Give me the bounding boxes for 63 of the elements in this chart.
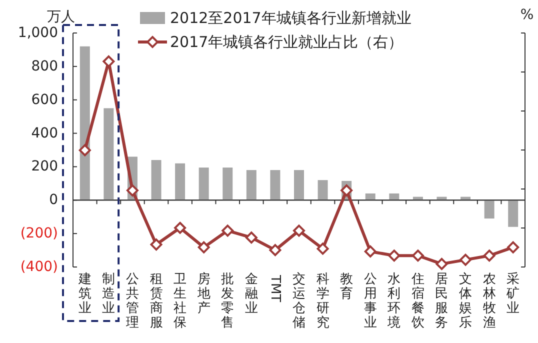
bar bbox=[389, 193, 400, 200]
bar bbox=[151, 160, 162, 200]
point bbox=[126, 184, 138, 196]
y-tick-label: 800 bbox=[31, 58, 58, 74]
bar bbox=[175, 163, 186, 200]
y-tick-label: 200 bbox=[31, 158, 58, 175]
point bbox=[174, 222, 186, 234]
legend-label: 2012至2017年城镇各行业新增就业 bbox=[170, 9, 412, 27]
x-tick-label: 公用事业 bbox=[364, 272, 377, 330]
x-tick-label: 采矿业 bbox=[506, 272, 520, 316]
x-tick-label: 交运仓储 bbox=[292, 271, 306, 330]
bar bbox=[508, 200, 518, 227]
x-tick-label: TMT bbox=[268, 274, 283, 302]
point bbox=[269, 244, 282, 256]
bar bbox=[246, 170, 256, 200]
x-tick-label: 教育 bbox=[340, 272, 354, 302]
x-tick-label: 金融业 bbox=[244, 272, 258, 316]
x-tick-label: 居民服务 bbox=[435, 272, 448, 330]
x-tick-label: 科学研究 bbox=[316, 272, 330, 330]
point bbox=[340, 184, 353, 196]
point bbox=[412, 250, 424, 262]
x-tick-label: 租赁商服 bbox=[150, 272, 163, 330]
bar bbox=[80, 46, 90, 200]
x-tick-label: 房地产 bbox=[196, 271, 210, 316]
point bbox=[222, 224, 234, 237]
y-tick-label: 0 bbox=[49, 192, 58, 208]
point bbox=[78, 144, 91, 156]
y-tick-label: 600 bbox=[31, 92, 58, 108]
x-tick-label: 公共管理 bbox=[126, 272, 139, 330]
legend-label: 2017年城镇各行业就业占比（右） bbox=[170, 33, 404, 51]
point bbox=[460, 254, 472, 266]
point bbox=[364, 245, 376, 258]
point bbox=[198, 241, 210, 254]
y-axis-title: 万人 bbox=[47, 9, 75, 25]
bar bbox=[222, 168, 233, 200]
x-tick-label: 农林牧渔 bbox=[482, 272, 496, 330]
point bbox=[436, 258, 448, 270]
x-tick-label: 水利环境 bbox=[386, 272, 401, 330]
x-tick-label: 批发零售 bbox=[221, 272, 234, 330]
point bbox=[293, 224, 305, 237]
point bbox=[150, 238, 162, 251]
bar bbox=[104, 108, 114, 200]
bar bbox=[270, 170, 280, 200]
x-tick-label: 建筑业 bbox=[77, 272, 92, 316]
bar bbox=[198, 168, 209, 200]
point bbox=[483, 250, 496, 262]
point bbox=[388, 250, 400, 262]
x-tick-label: 住宿餐饮 bbox=[410, 272, 424, 330]
y-tick-label: 1,000 bbox=[18, 25, 58, 41]
bar bbox=[484, 200, 494, 219]
x-tick-label: 文体娱乐 bbox=[459, 272, 472, 330]
point bbox=[316, 242, 329, 255]
y-axis-title: % bbox=[520, 7, 534, 23]
bar bbox=[365, 193, 376, 200]
point bbox=[245, 232, 258, 244]
y-tick-label: (400) bbox=[20, 259, 58, 275]
bar bbox=[294, 170, 304, 200]
y-tick-label: (200) bbox=[20, 226, 58, 242]
point bbox=[507, 241, 520, 254]
y-tick-label: 400 bbox=[31, 125, 58, 142]
bar bbox=[318, 180, 328, 200]
x-tick-label: 卫生社保 bbox=[174, 272, 187, 330]
x-tick-label: 制造业 bbox=[102, 272, 116, 316]
